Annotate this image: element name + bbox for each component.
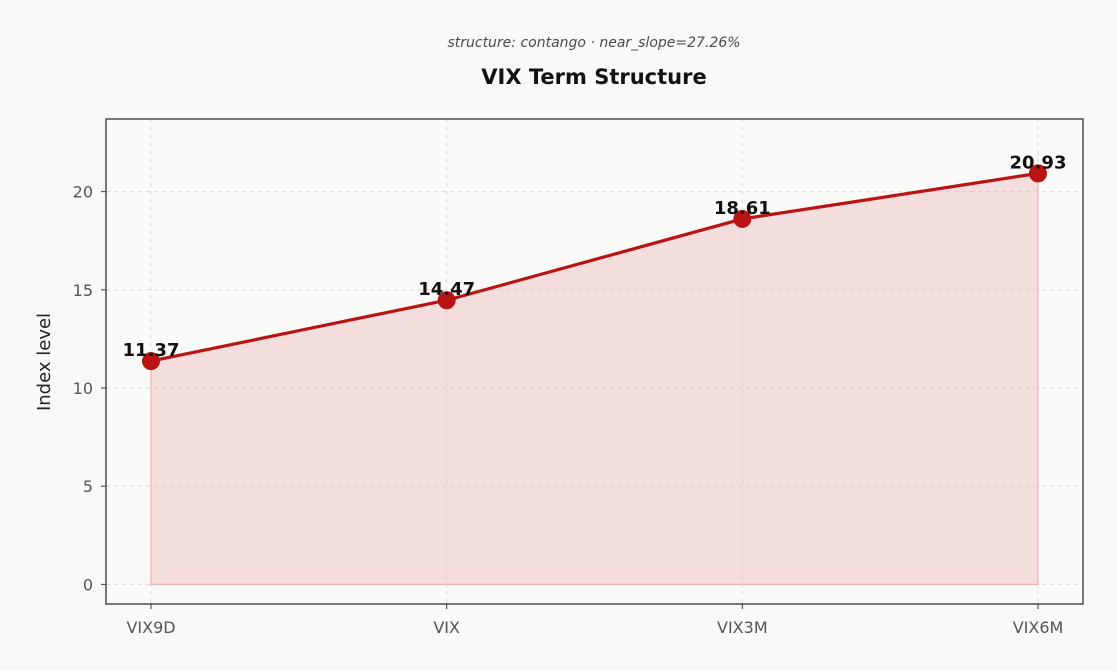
marker-layer: [142, 164, 1047, 371]
data-label-layer: 11.37 14.47 18.61 20.93: [123, 152, 1067, 361]
data-point: [1029, 164, 1047, 183]
data-label: 11.37: [123, 340, 180, 361]
x-tick-label: VIX: [433, 618, 460, 637]
plot-area: [106, 119, 1083, 604]
line-layer: [150, 171, 1039, 363]
y-tick-label: 5: [83, 477, 93, 496]
y-tick-label: 0: [83, 575, 93, 594]
x-tick-label: VIX3M: [717, 618, 768, 637]
data-label: 20.93: [1010, 152, 1067, 173]
chart-title: VIX Term Structure: [481, 65, 706, 89]
data-point: [733, 209, 752, 228]
data-point: [142, 352, 160, 371]
y-axis: 0 5 10 15 20: [73, 183, 106, 594]
y-tick-label: 15: [73, 281, 93, 300]
data-label: 18.61: [714, 198, 771, 219]
x-tick-label: VIX6M: [1013, 618, 1064, 637]
y-tick-label: 10: [73, 379, 93, 398]
x-axis: VIX9D VIX VIX3M VIX6M: [126, 604, 1063, 637]
y-tick-label: 20: [73, 183, 93, 202]
y-axis-label: Index level: [34, 313, 55, 411]
data-label: 14.47: [418, 279, 475, 300]
data-point: [437, 291, 456, 310]
x-tick-label: VIX9D: [126, 618, 175, 637]
plot-frame: [105, 118, 1084, 605]
chart-subtitle: structure: contango · near_slope=27.26%: [447, 35, 740, 51]
series-line: [150, 171, 1039, 363]
